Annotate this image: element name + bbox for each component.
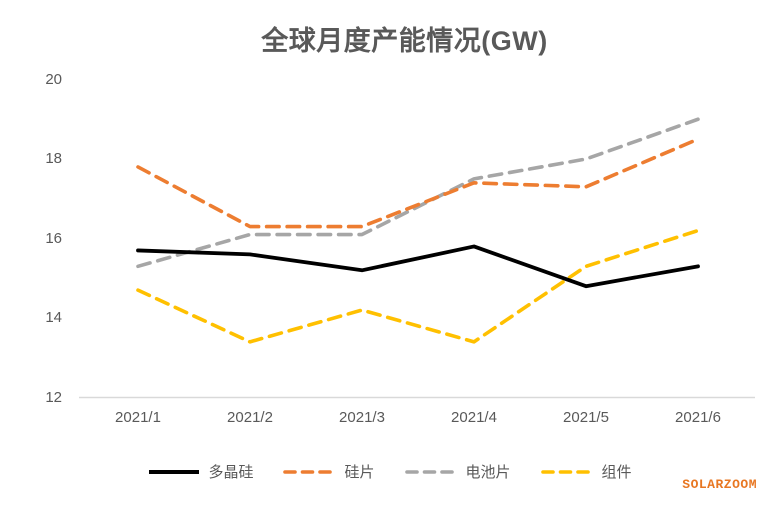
legend-item-module: 组件	[540, 461, 632, 482]
series-line-电池片	[136, 117, 700, 269]
y-tick-label: 14	[45, 309, 62, 326]
x-tick-label: 2021/4	[451, 409, 497, 426]
x-tick-label: 2021/2	[227, 409, 273, 426]
legend-label: 多晶硅	[208, 464, 254, 481]
x-tick-label: 2021/3	[339, 409, 385, 426]
chart-title: 全球月度产能情况(GW)	[261, 26, 548, 56]
legend-item-polysilicon: 多晶硅	[147, 461, 253, 482]
watermark-solarzoom: SOLARZOOM	[682, 477, 757, 492]
series-line-硅片	[136, 137, 700, 229]
legend-item-wafer: 硅片	[283, 461, 375, 482]
legend-item-cell: 电池片	[404, 461, 511, 482]
line-swatch-icon	[149, 469, 200, 474]
x-tick-label: 2021/6	[675, 409, 721, 426]
y-tick-label: 16	[45, 229, 62, 247]
legend-label: 组件	[601, 464, 632, 481]
chart-legend: 多晶硅 硅片 电池片 组件	[0, 461, 779, 482]
legend-label: 硅片	[344, 464, 375, 481]
series-line-多晶硅	[136, 244, 700, 289]
y-tick-label: 12	[45, 388, 62, 406]
series-line-组件	[136, 228, 700, 344]
y-tick-label: 18	[45, 150, 62, 167]
line-swatch-icon	[540, 469, 595, 474]
y-tick-label: 20	[45, 70, 62, 88]
x-tick-label: 2021/5	[563, 409, 609, 426]
x-tick-label: 2021/1	[115, 409, 161, 426]
legend-label: 电池片	[465, 464, 511, 481]
line-swatch-icon	[283, 469, 338, 474]
line-swatch-icon	[404, 469, 459, 474]
